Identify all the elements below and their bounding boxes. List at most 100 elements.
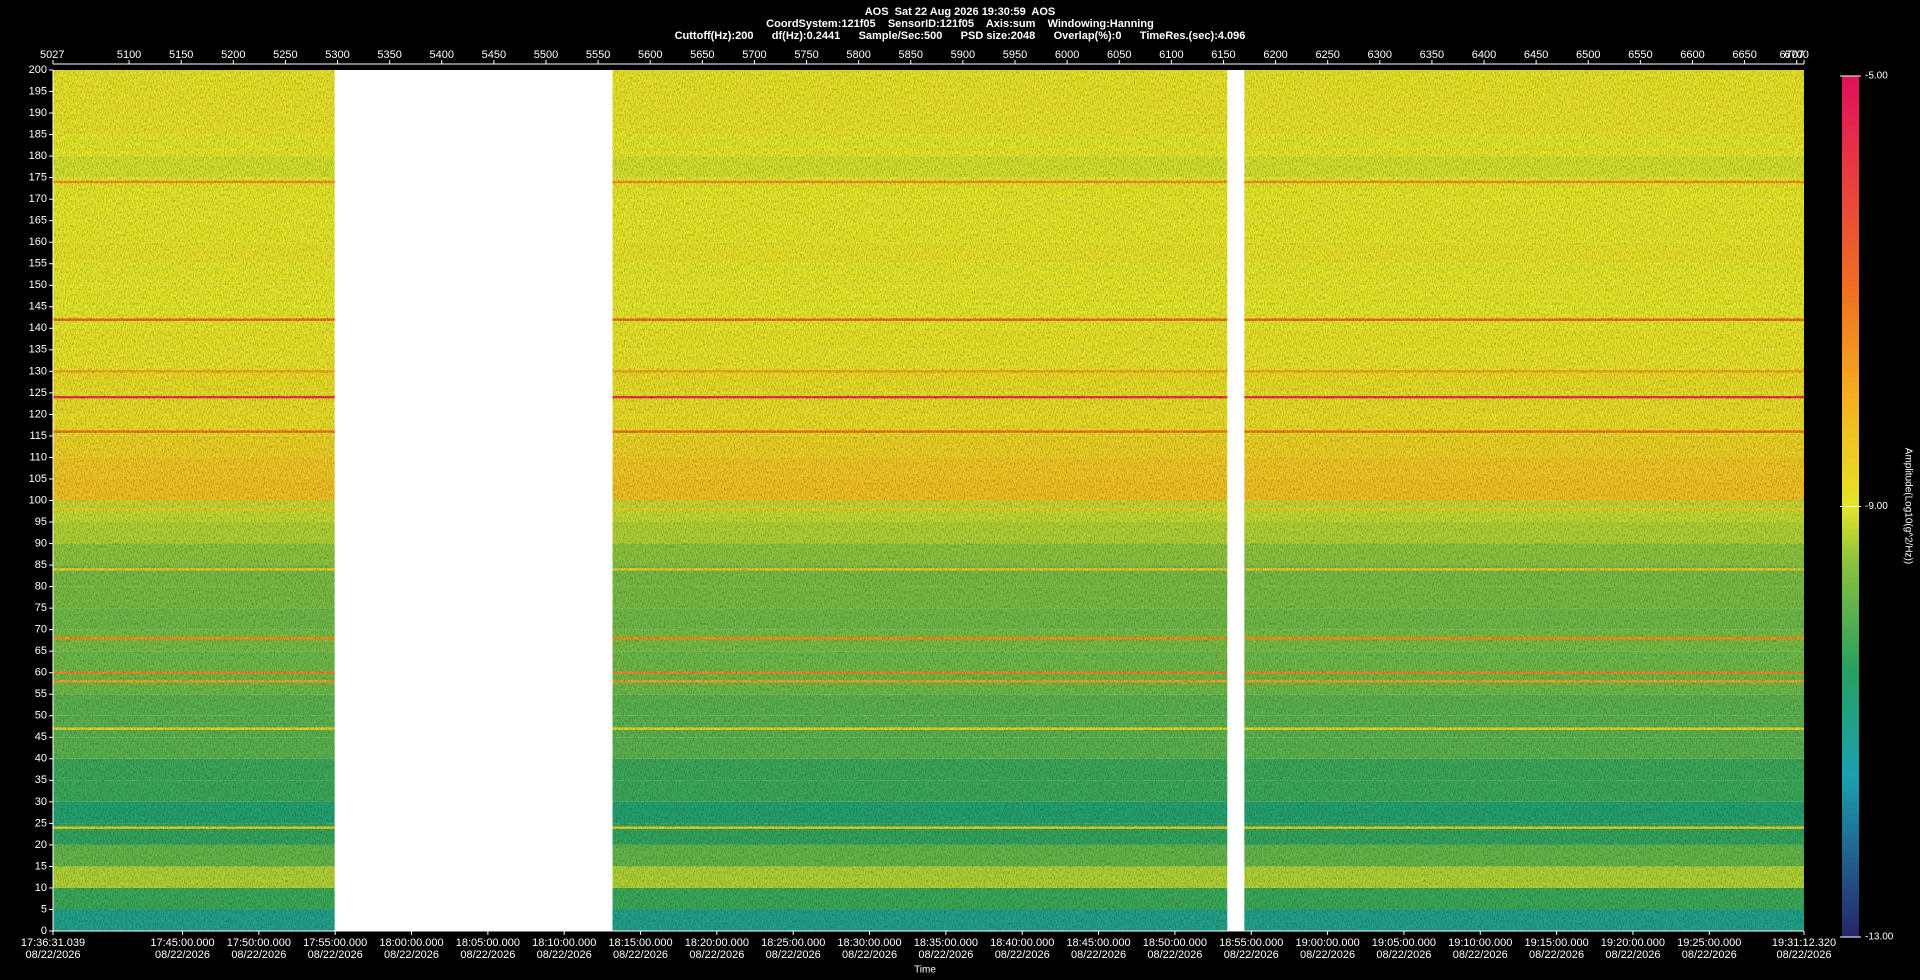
x-tick-label: 6450	[1524, 49, 1548, 61]
time-tick-label: 19:00:00.000	[1295, 937, 1359, 949]
time-tick-label: 18:30:00.000	[837, 937, 901, 949]
colorbar-swatch	[1842, 517, 1859, 524]
colorbar-swatch	[1842, 350, 1859, 357]
y-tick-label: 135	[29, 344, 47, 356]
y-tick-label: 200	[29, 64, 47, 76]
colorbar-swatch	[1842, 603, 1859, 610]
colorbar-swatch	[1842, 221, 1859, 228]
colorbar-swatch	[1842, 388, 1859, 395]
colorbar-swatch	[1842, 829, 1859, 836]
colorbar-swatch	[1842, 189, 1859, 195]
colorbar-swatch	[1842, 97, 1859, 104]
x-tick-label: 5200	[221, 49, 245, 61]
colorbar-swatch	[1842, 571, 1859, 578]
time-tick-label: 19:31:12.320	[1772, 937, 1836, 949]
x-tick-label: 6250	[1315, 49, 1339, 61]
colorbar-swatch	[1842, 834, 1859, 841]
time-tick-label: 17:55:00.000	[303, 937, 367, 949]
time-tick-label: 19:15:00.000	[1524, 937, 1588, 949]
colorbar-swatch	[1842, 318, 1859, 325]
colorbar-swatch	[1842, 291, 1859, 298]
y-tick-label: 55	[35, 688, 47, 700]
colorbar-swatch	[1842, 237, 1859, 244]
colorbar-swatch	[1842, 490, 1859, 497]
colorbar-swatch	[1842, 124, 1859, 131]
time-tick-label: 18:05:00.000	[456, 937, 520, 949]
x-tick-label: 5500	[534, 49, 558, 61]
date-tick-label: 08/22/2026	[1147, 949, 1202, 961]
colorbar-swatch	[1842, 775, 1859, 782]
colorbar-swatch	[1842, 474, 1859, 481]
colorbar-swatch	[1842, 248, 1859, 255]
y-tick-label: 100	[29, 494, 47, 506]
y-tick-label: 95	[35, 516, 47, 528]
colorbar-swatch	[1842, 748, 1859, 755]
colorbar-swatch	[1842, 280, 1859, 287]
date-tick-label: 08/22/2026	[1300, 949, 1355, 961]
time-tick-label: 18:20:00.000	[685, 937, 749, 949]
y-tick-label: 170	[29, 193, 47, 205]
colorbar-swatch	[1842, 710, 1859, 717]
colorbar-swatch	[1842, 162, 1859, 169]
x-tick-label: 5400	[430, 49, 454, 61]
colorbar-swatch	[1842, 86, 1859, 93]
colorbar-swatch	[1842, 716, 1859, 723]
colorbar-swatch	[1842, 307, 1859, 314]
colorbar-swatch	[1842, 194, 1859, 201]
colorbar-swatch	[1842, 511, 1859, 518]
time-tick-label: 18:00:00.000	[379, 937, 443, 949]
date-tick-label: 08/22/2026	[1376, 949, 1431, 961]
colorbar-swatch	[1842, 608, 1859, 615]
colorbar-swatch	[1842, 910, 1859, 917]
x-tick-label: 6400	[1472, 49, 1496, 61]
y-tick-label: 20	[35, 839, 47, 851]
time-tick-label: 19:05:00.000	[1372, 937, 1436, 949]
colorbar-swatch	[1842, 441, 1859, 448]
colorbar-swatch	[1842, 630, 1859, 637]
colorbar-swatch	[1842, 264, 1859, 271]
colorbar-swatch	[1842, 226, 1859, 233]
time-tick-label: 18:40:00.000	[990, 937, 1054, 949]
x-tick-label: 5100	[117, 49, 141, 61]
colorbar-swatch	[1842, 673, 1859, 680]
y-tick-label: 30	[35, 796, 47, 808]
colorbar-swatch	[1842, 743, 1859, 750]
colorbar-swatch	[1842, 199, 1859, 206]
colorbar-swatch	[1842, 544, 1859, 551]
y-tick-label: 125	[29, 387, 47, 399]
colorbar-swatch	[1842, 614, 1859, 621]
x-axis-label: Time	[914, 965, 936, 976]
colorbar-swatch	[1842, 458, 1859, 465]
colorbar-swatch	[1842, 215, 1859, 222]
y-tick-label: 105	[29, 473, 47, 485]
date-tick-label: 08/22/2026	[231, 949, 286, 961]
colorbar-swatch	[1842, 883, 1859, 890]
time-tick-label: 17:45:00.000	[150, 937, 214, 949]
x-tick-label: 6550	[1628, 49, 1652, 61]
colorbar-swatch	[1842, 893, 1859, 900]
colorbar-swatch	[1842, 920, 1859, 927]
colorbar-swatch	[1842, 334, 1859, 341]
colorbar-swatch	[1842, 797, 1859, 804]
y-tick-label: 70	[35, 624, 47, 636]
colorbar-swatch	[1842, 861, 1859, 868]
colorbar-label: Amplitude(Log10(g^2/Hz))	[1902, 448, 1913, 564]
y-tick-label: 40	[35, 753, 47, 765]
colorbar-swatch	[1842, 183, 1859, 190]
colorbar-swatch	[1842, 791, 1859, 798]
colorbar-swatch	[1842, 253, 1859, 260]
y-tick-label: 195	[29, 85, 47, 97]
colorbar-swatch	[1842, 635, 1859, 642]
colorbar-swatch	[1842, 528, 1859, 535]
date-tick-label: 08/22/2026	[308, 949, 363, 961]
colorbar-swatch	[1842, 167, 1859, 174]
y-tick-label: 180	[29, 150, 47, 162]
colorbar-swatch	[1842, 129, 1859, 136]
x-tick-label: 5300	[325, 49, 349, 61]
colorbar-swatch	[1842, 431, 1859, 438]
colorbar-swatch	[1842, 786, 1859, 793]
y-tick-label: 0	[41, 925, 47, 937]
colorbar-swatch	[1842, 76, 1859, 82]
colorbar-swatch	[1842, 140, 1859, 147]
time-tick-label: 18:55:00.000	[1219, 937, 1283, 949]
